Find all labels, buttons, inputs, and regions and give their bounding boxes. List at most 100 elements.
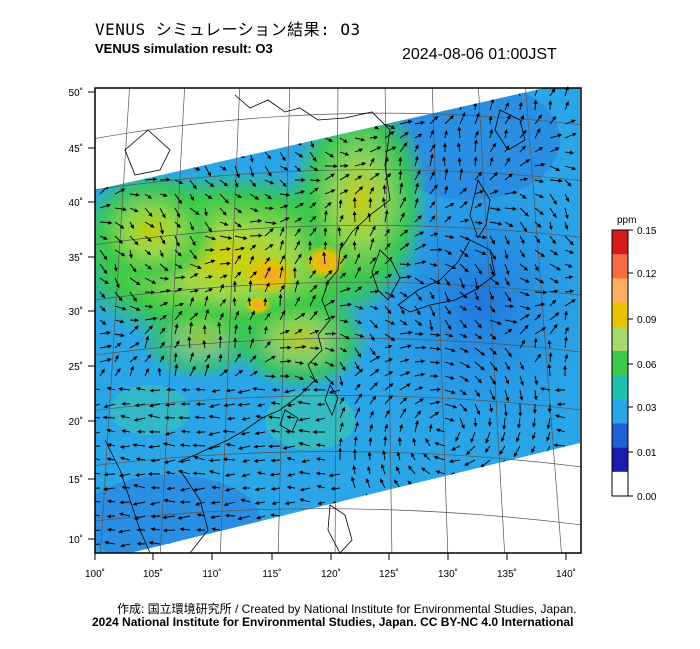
wind-arrow-head — [134, 240, 139, 246]
wind-arrow-head — [210, 247, 215, 253]
wind-arrow-head — [287, 345, 292, 350]
wind-arrow-head — [270, 401, 276, 406]
lat-tick-label: 30˚ — [69, 306, 83, 318]
colorbar-segment — [612, 350, 628, 376]
wind-arrow-head — [116, 367, 121, 373]
wind-arrow-head — [373, 324, 378, 329]
wind-arrow-head — [120, 414, 125, 419]
wind-arrow-head — [547, 363, 552, 368]
wind-arrow-head — [195, 430, 201, 435]
wind-arrow-head — [120, 333, 125, 338]
wind-arrow-head — [267, 172, 272, 177]
wind-arrow-head — [132, 443, 137, 448]
wind-arrow-head — [135, 307, 141, 311]
wind-arrow-head — [153, 177, 158, 182]
wind-arrow-head — [492, 350, 497, 356]
wind-arrow-head — [311, 294, 316, 300]
wind-arrow-head — [315, 457, 321, 462]
wind-arrow-head — [238, 369, 244, 374]
wind-arrow-head — [257, 219, 263, 224]
wind-arrow-head — [478, 220, 483, 225]
wind-arrow-head — [161, 327, 166, 332]
wind-arrow-head — [316, 484, 322, 489]
wind-arrow-head — [417, 321, 423, 326]
wind-arrow-head — [283, 166, 289, 171]
wind-arrow-head — [429, 153, 434, 159]
wind-arrow-head — [235, 173, 240, 179]
wind-arrow-head — [370, 237, 375, 243]
wind-arrow-head — [237, 389, 243, 394]
wind-arrow-head — [219, 312, 224, 318]
wind-arrow-head — [251, 182, 257, 188]
wind-arrow-head — [266, 266, 271, 272]
wind-arrow-head — [135, 386, 141, 391]
wind-arrow-head — [299, 202, 305, 207]
wind-arrow-head — [374, 289, 380, 294]
wind-arrow-head — [254, 431, 260, 436]
wind-arrow-head — [177, 288, 183, 292]
wind-arrow-head — [252, 355, 257, 360]
wind-arrow-head — [463, 294, 468, 299]
wind-arrow-head — [568, 275, 574, 280]
wind-arrow-head — [312, 227, 317, 232]
wind-arrow-head — [268, 444, 273, 449]
wind-arrow-head — [103, 269, 108, 275]
wind-arrow-head — [460, 424, 465, 430]
lon-tick-label: 135˚ — [497, 568, 517, 580]
colorbar-segment — [612, 423, 628, 449]
wind-arrow-head — [270, 429, 275, 434]
wind-arrow-head — [195, 166, 201, 171]
wind-arrow-head — [159, 252, 164, 258]
wind-arrow-head — [119, 456, 125, 461]
wind-arrow-head — [134, 325, 139, 330]
wind-arrow-head — [130, 365, 135, 371]
wind-arrow-head — [325, 280, 329, 285]
wind-arrow-head — [135, 342, 140, 347]
wind-arrow-head — [301, 178, 306, 183]
wind-arrow-head — [222, 166, 227, 171]
wind-arrow-head — [208, 470, 214, 474]
wind-arrow-head — [404, 358, 410, 363]
wind-arrow-head — [390, 293, 396, 298]
wind-arrow-head — [369, 423, 374, 429]
wind-arrow-head — [488, 115, 493, 121]
wind-arrow-head — [419, 280, 425, 285]
wind-arrow-head — [118, 529, 123, 534]
wind-arrow-head — [373, 135, 379, 140]
wind-arrow-head — [447, 250, 453, 255]
wind-arrow-head — [106, 457, 111, 462]
wind-arrow-head — [147, 471, 152, 477]
wind-arrow-head — [367, 212, 372, 217]
plot-frame — [94, 87, 582, 554]
wind-arrow-head — [191, 241, 196, 247]
wind-arrow-head — [148, 212, 153, 218]
wind-arrow-head — [160, 230, 164, 235]
wind-arrow-head — [415, 182, 419, 188]
wind-arrow-head — [145, 368, 149, 373]
wind-arrow-head — [242, 458, 247, 463]
wind-arrow-head — [338, 437, 343, 443]
wind-arrow-head — [509, 223, 514, 228]
wind-arrow-head — [402, 196, 407, 202]
wind-arrow-head — [390, 320, 396, 325]
title-english: VENUS simulation result: O3 — [95, 41, 273, 56]
wind-arrow-head — [462, 391, 467, 396]
wind-arrow-head — [181, 387, 186, 392]
wind-arrow-head — [250, 172, 255, 178]
colorbar-tick-label: 0.09 — [637, 315, 657, 326]
wind-arrow-head — [190, 296, 194, 302]
wind-arrow-head — [253, 444, 258, 449]
wind-arrow-head — [515, 437, 520, 443]
wind-arrow-head — [350, 476, 355, 481]
wind-arrow-head — [420, 359, 426, 364]
wind-arrow-head — [179, 302, 185, 307]
wind-arrow-head — [178, 264, 183, 269]
wind-arrow-head — [292, 267, 297, 272]
wind-arrow-head — [455, 437, 460, 442]
wind-arrow-head — [537, 353, 542, 359]
wind-arrow-head — [179, 500, 184, 505]
wind-arrow-head — [569, 150, 575, 155]
lon-tick-marks — [94, 553, 567, 560]
colorbar-segment — [612, 254, 628, 279]
wind-arrow-head — [330, 299, 336, 304]
